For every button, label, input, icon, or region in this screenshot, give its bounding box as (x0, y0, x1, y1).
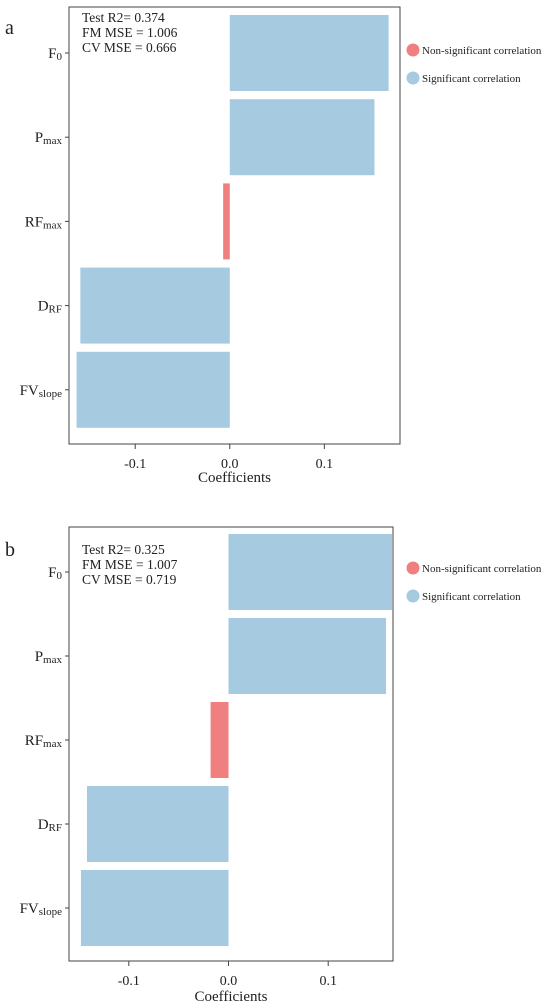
legend: Non-significant correlation Significant c… (406, 43, 542, 85)
legend-marker-non-significant (406, 561, 420, 575)
y-tick-label: FVslope (20, 901, 63, 918)
stats-annotation: CV MSE = 0.666 (82, 40, 177, 55)
legend-label: Non-significant correlation (422, 563, 542, 575)
y-tick-label: DRF (38, 817, 62, 834)
chart-panel-a: a F0 Pmax RFmax DRF FVslope -0.1 0.0 0.1 Coeffici… (5, 6, 542, 486)
legend-label: Non-significant correlation (422, 45, 542, 57)
legend-marker-significant (406, 589, 420, 603)
legend-label: Significant correlation (422, 591, 521, 603)
x-tick-label: 0.0 (221, 457, 239, 472)
x-tick-label: -0.1 (124, 457, 146, 472)
bar-rf-max (223, 183, 230, 260)
chart-panel-b: b F0 Pmax RFmax DRF FVslope -0.1 0.0 0.1 Coeffici… (5, 526, 542, 1005)
y-tick-label: FVslope (20, 383, 63, 400)
legend-marker-significant (406, 71, 420, 85)
bar-rf-max (210, 702, 229, 778)
legend-label: Significant correlation (422, 73, 521, 85)
y-tick-label: DRF (38, 299, 62, 316)
panel-label: a (5, 17, 14, 39)
x-tick-label: 0.1 (319, 974, 337, 989)
bar-fv-slope (80, 870, 229, 946)
plot-frame (68, 526, 394, 962)
plot-frame (68, 6, 401, 445)
legend: Non-significant correlation Significant c… (406, 561, 542, 603)
y-tick-label: F0 (48, 565, 62, 582)
bar-p-max (228, 618, 387, 694)
y-tick-label: F0 (48, 46, 62, 63)
legend-marker-non-significant (406, 43, 420, 57)
bar-f-0 (229, 15, 389, 91)
x-axis-label: Coefficients (194, 989, 267, 1005)
stats-annotation: Test R2= 0.374 (82, 10, 165, 25)
stats-annotation: CV MSE = 0.719 (82, 572, 177, 587)
x-tick-label: 0.0 (220, 974, 238, 989)
x-tick-label: -0.1 (118, 974, 140, 989)
y-tick-label: RFmax (25, 214, 63, 231)
x-axis-label: Coefficients (198, 470, 271, 486)
bar-f-0 (228, 534, 393, 610)
stats-annotation: Test R2= 0.325 (82, 542, 165, 557)
y-tick-label: RFmax (25, 733, 63, 750)
bar-fv-slope (76, 351, 230, 428)
panel-label: b (5, 539, 15, 561)
x-tick-label: 0.1 (316, 457, 334, 472)
y-tick-label: Pmax (35, 649, 63, 666)
bar-p-max (229, 99, 375, 176)
bar-d-rf (80, 267, 230, 344)
y-tick-label: Pmax (35, 130, 63, 147)
stats-annotation: FM MSE = 1.006 (82, 25, 178, 40)
stats-annotation: FM MSE = 1.007 (82, 557, 178, 572)
bar-d-rf (86, 786, 229, 862)
